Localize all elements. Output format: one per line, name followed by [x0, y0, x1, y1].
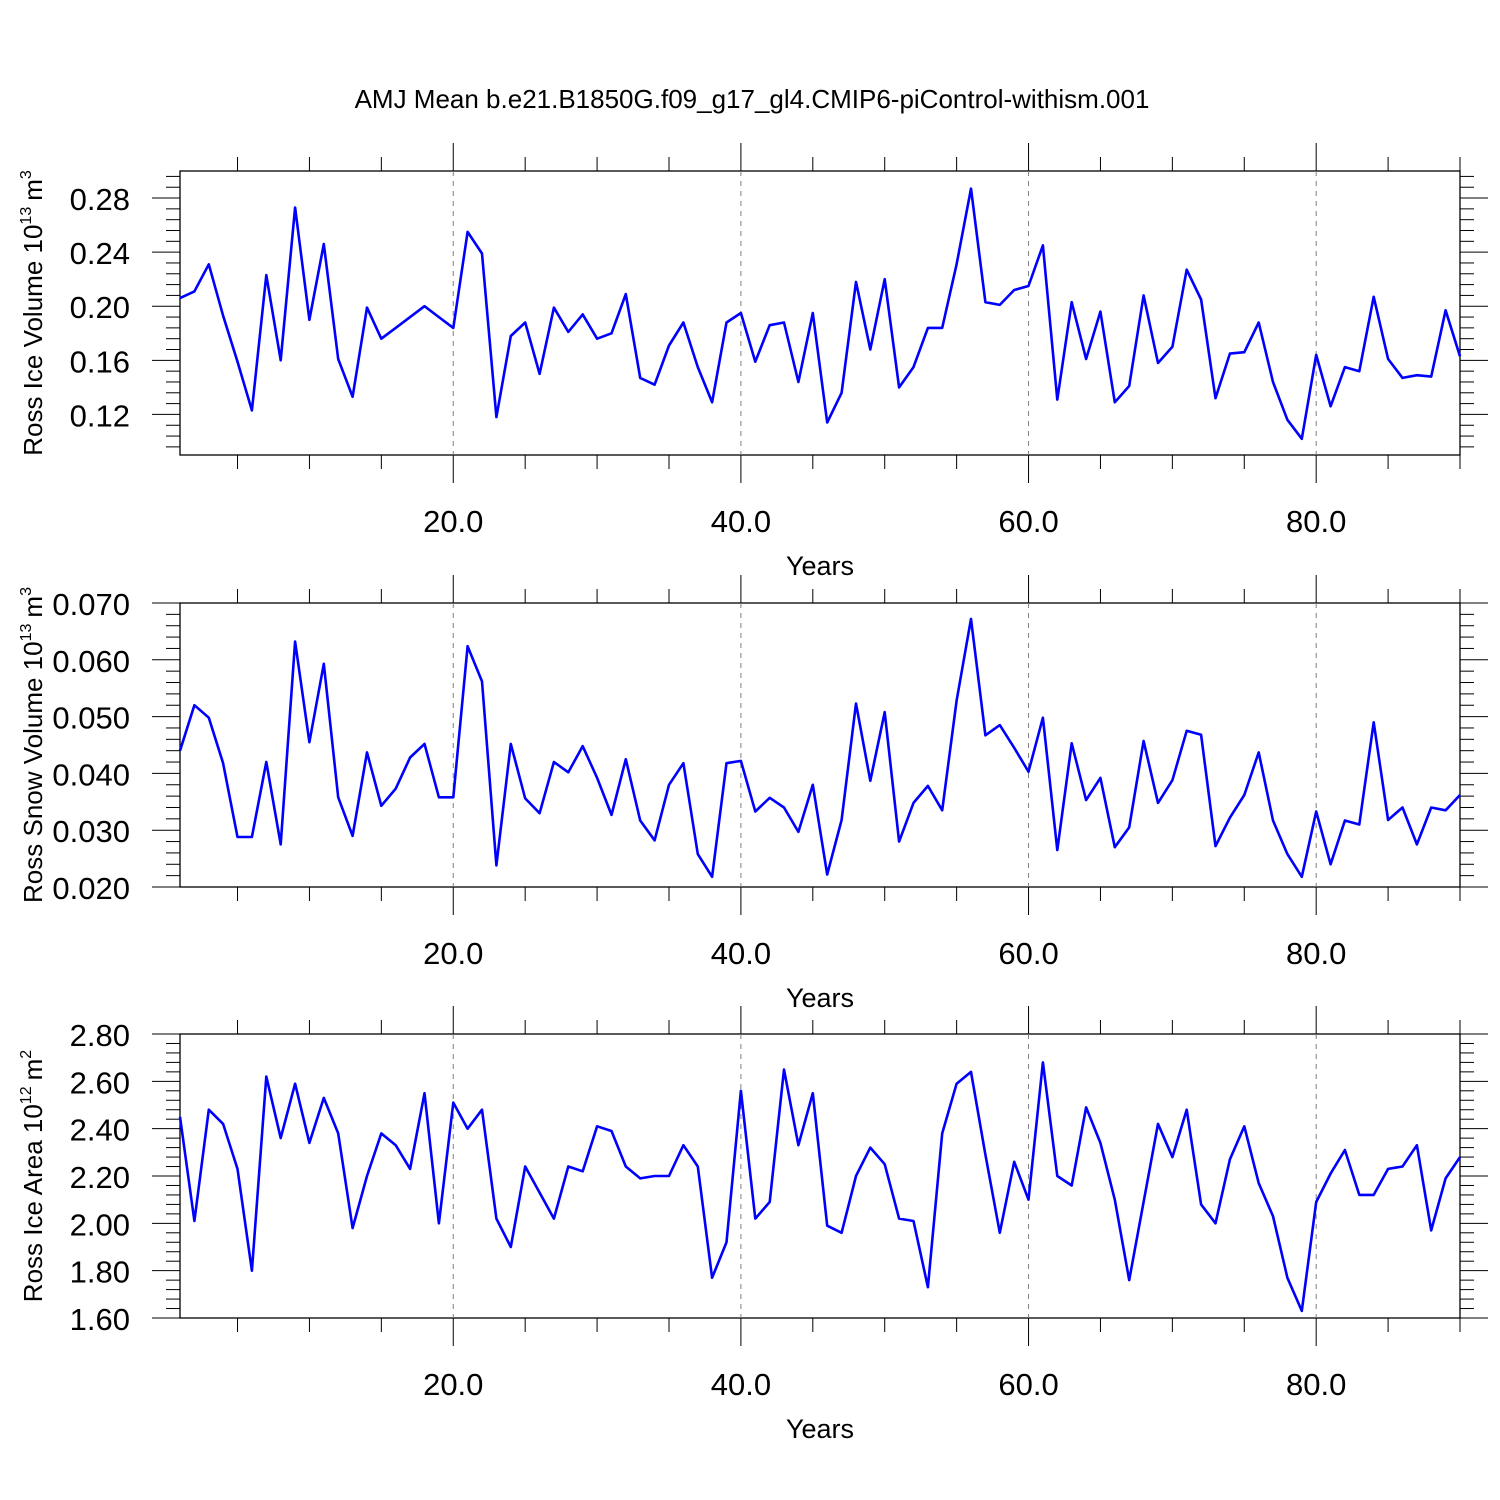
- x-tick-label: 80.0: [1286, 936, 1346, 971]
- y-tick-label: 0.030: [52, 814, 130, 849]
- series-line-1: [178, 1061, 1462, 1313]
- y-tick-label: 0.24: [70, 236, 130, 271]
- y-tick-label: 2.40: [70, 1113, 130, 1148]
- y-tick-label: 0.070: [52, 587, 130, 622]
- y-axis-label-unit: m: [18, 1059, 48, 1081]
- chart-panel-1: 20.0 40.0 60.0 80.0 0.12 0.16 0.20 0.24 0.28 Year…: [18, 143, 1488, 581]
- y-tick-label: 0.12: [70, 398, 130, 433]
- x-axis-label: Years: [786, 551, 854, 581]
- y-axis-label: Ross Ice Volume 1013 m3: [18, 170, 48, 456]
- y-axis-label-unit: m: [18, 179, 48, 201]
- x-tick-label: 80.0: [1286, 1367, 1346, 1402]
- y-tick-label: 0.060: [52, 644, 130, 679]
- y-tick-label: 0.040: [52, 757, 130, 792]
- y-axis-label-unit-exponent: 3: [18, 587, 35, 596]
- chart-panel-3: 20.0 40.0 60.0 80.0 1.60 1.80 2.00 2.20 2.40 2.60…: [18, 1006, 1488, 1444]
- series-line-1: [178, 617, 1461, 879]
- y-axis-label-text: Ross Snow Volume 10: [18, 641, 48, 903]
- x-tick-label: 80.0: [1286, 504, 1346, 539]
- y-axis-label-unit: m: [18, 596, 48, 618]
- x-tick-label: 40.0: [711, 1367, 771, 1402]
- y-axis-label-text: Ross Ice Area 10: [18, 1104, 48, 1302]
- x-axis-label: Years: [786, 1414, 854, 1444]
- x-tick-label: 60.0: [998, 936, 1058, 971]
- x-tick-label: 20.0: [423, 1367, 483, 1402]
- y-tick-label: 2.60: [70, 1065, 130, 1100]
- y-axis-label-unit-exponent: 3: [18, 170, 35, 179]
- y-tick-label: 2.80: [70, 1018, 130, 1053]
- plot-frame: [179, 170, 1461, 456]
- y-tick-label: 1.60: [70, 1302, 130, 1337]
- y-axis-label-text: Ross Ice Volume 10: [18, 225, 48, 456]
- y-tick-label: 0.050: [52, 701, 130, 736]
- y-axis-label-exponent: 12: [18, 1086, 35, 1104]
- x-tick-label: 40.0: [711, 936, 771, 971]
- y-tick-label: 0.28: [70, 182, 130, 217]
- x-tick-label: 20.0: [423, 936, 483, 971]
- y-axis-label: Ross Ice Area 1012 m2: [18, 1050, 48, 1302]
- x-tick-label: 20.0: [423, 504, 483, 539]
- plot-frame: [179, 602, 1461, 888]
- y-tick-label: 0.16: [70, 344, 130, 379]
- figure-title: AMJ Mean b.e21.B1850G.f09_g17_gl4.CMIP6-…: [355, 84, 1150, 114]
- panels: 20.0 40.0 60.0 80.0 0.12 0.16 0.20 0.24 0.28 Year…: [18, 143, 1488, 1444]
- plot-frame: [179, 1033, 1461, 1319]
- x-tick-label: 60.0: [998, 1367, 1058, 1402]
- x-tick-label: 60.0: [998, 504, 1058, 539]
- x-tick-label: 40.0: [711, 504, 771, 539]
- y-tick-label: 0.20: [70, 290, 130, 325]
- y-axis-label-exponent: 13: [18, 623, 35, 641]
- y-tick-label: 1.80: [70, 1255, 130, 1290]
- y-axis-label-unit-exponent: 2: [18, 1050, 35, 1059]
- y-tick-label: 2.00: [70, 1207, 130, 1242]
- y-axis-label: Ross Snow Volume 1013 m3: [18, 587, 48, 903]
- y-tick-label: 0.020: [52, 871, 130, 906]
- series-line-1: [179, 187, 1462, 441]
- y-axis-label-exponent: 13: [18, 207, 35, 225]
- y-tick-label: 2.20: [70, 1160, 130, 1195]
- chart-panel-2: 20.0 40.0 60.0 80.0 0.020 0.030 0.040 0.050 0.06…: [18, 575, 1488, 1013]
- x-axis-label: Years: [786, 983, 854, 1013]
